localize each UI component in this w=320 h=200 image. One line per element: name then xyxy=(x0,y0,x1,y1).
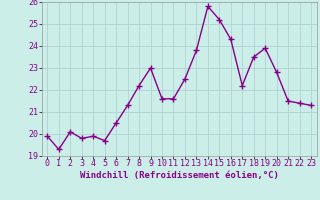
X-axis label: Windchill (Refroidissement éolien,°C): Windchill (Refroidissement éolien,°C) xyxy=(80,171,279,180)
